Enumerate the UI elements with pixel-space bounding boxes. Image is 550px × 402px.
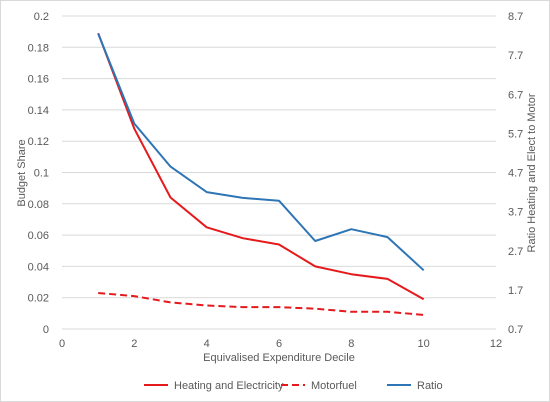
y-tick-label: 0.12 — [28, 136, 49, 148]
y2-axis-title: Ratio Heating and Elect to Motor — [526, 93, 538, 252]
y-tick-label: 0.1 — [34, 168, 49, 180]
x-tick-label: 8 — [348, 338, 354, 350]
legend-label: Heating and Electricity — [174, 380, 284, 392]
x-tick-label: 4 — [204, 338, 210, 350]
y-tick-label: 0.2 — [34, 11, 49, 23]
y-tick-label: 0.18 — [28, 42, 49, 54]
y-tick-label: 0 — [43, 324, 49, 336]
y2-axis-ticks: 0.7 1.7 2.7 3.7 4.7 5.7 6.7 7.7 8.7 — [508, 11, 523, 336]
series-lines — [97, 32, 425, 316]
series-line-heating-and-electricity — [97, 32, 425, 301]
y2-tick-label: 5.7 — [508, 128, 523, 140]
y2-tick-label: 6.7 — [508, 89, 523, 101]
x-tick-label: 0 — [59, 338, 65, 350]
x-tick-label: 6 — [276, 338, 282, 350]
y-tick-label: 0.14 — [28, 105, 49, 117]
y2-tick-label: 7.7 — [508, 50, 523, 62]
y-axis-ticks: 0 0.02 0.04 0.06 0.08 0.1 0.12 0.14 0.16 0.18 0.2 — [28, 11, 49, 336]
x-axis-title: Equivalised Expenditure Decile — [203, 352, 355, 364]
x-tick-label: 2 — [131, 338, 137, 350]
y-tick-label: 0.16 — [28, 74, 49, 86]
legend-label: Motorfuel — [311, 380, 357, 392]
y-tick-label: 0.08 — [28, 199, 49, 211]
y2-tick-label: 0.7 — [508, 324, 523, 336]
y2-tick-label: 4.7 — [508, 168, 523, 180]
y2-tick-label: 8.7 — [508, 11, 523, 23]
x-tick-label: 12 — [490, 338, 502, 350]
y-tick-label: 0.04 — [28, 261, 49, 273]
y-tick-label: 0.06 — [28, 230, 49, 242]
series-line-motorfuel — [98, 292, 424, 316]
y-tick-label: 0.02 — [28, 293, 49, 305]
legend: Heating and Electricity Motorfuel Ratio — [144, 380, 443, 392]
gridlines — [62, 15, 496, 330]
x-tick-label: 10 — [418, 338, 430, 350]
y2-tick-label: 3.7 — [508, 207, 523, 219]
y2-tick-label: 2.7 — [508, 246, 523, 258]
x-axis-ticks: 0 2 4 6 8 10 12 — [59, 338, 502, 350]
y-axis-title: Budget Share — [16, 139, 28, 206]
series-line-ratio — [97, 33, 425, 272]
y2-tick-label: 1.7 — [508, 285, 523, 297]
legend-label: Ratio — [417, 380, 443, 392]
